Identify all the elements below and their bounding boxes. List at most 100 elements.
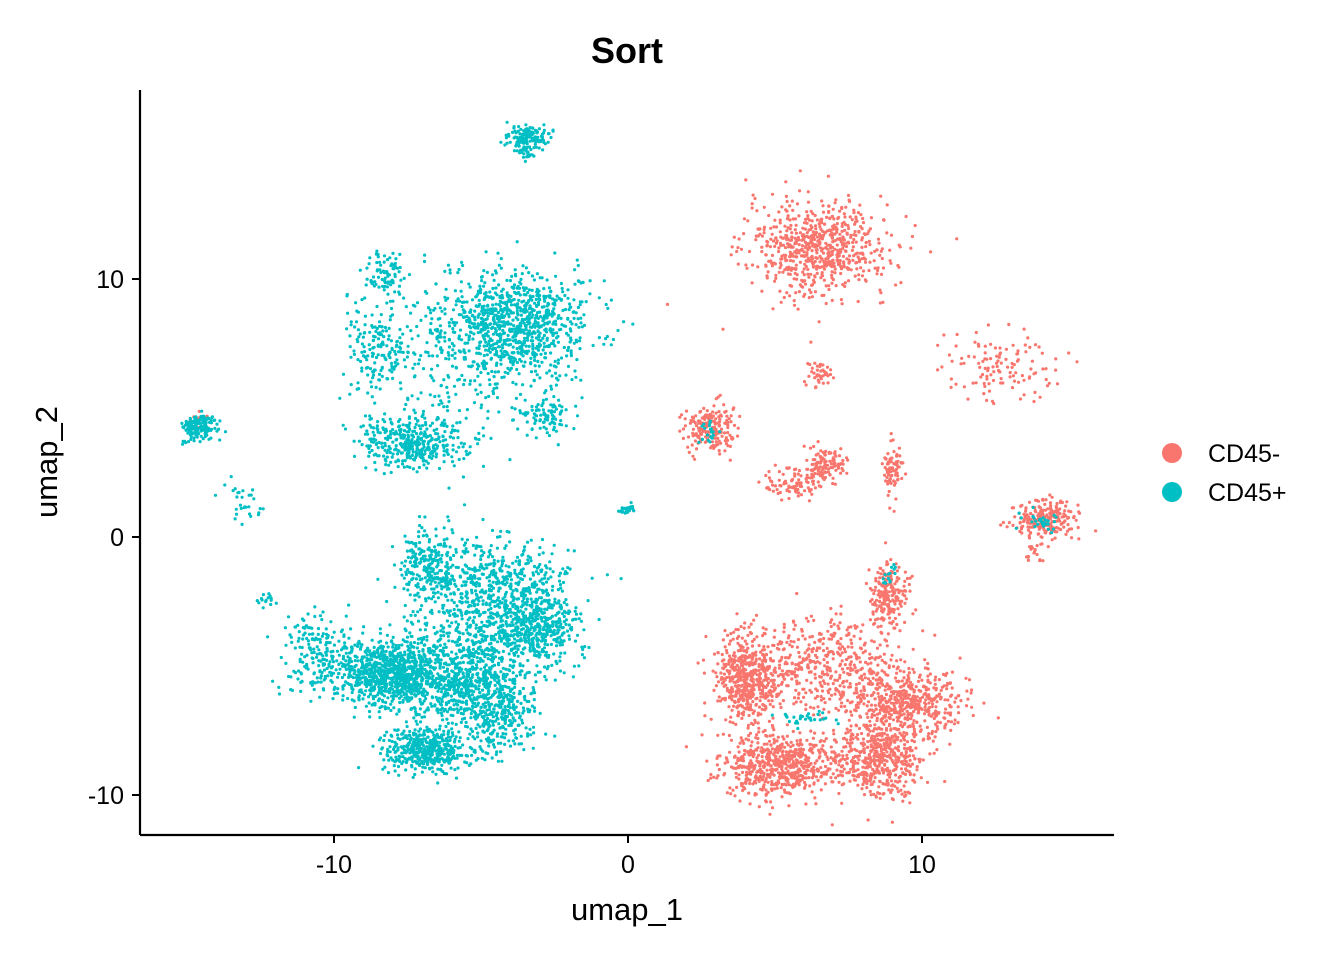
data-point bbox=[464, 449, 468, 453]
data-point bbox=[837, 780, 841, 784]
data-point bbox=[870, 712, 874, 717]
data-point bbox=[949, 694, 953, 698]
data-point bbox=[842, 685, 846, 689]
data-point bbox=[834, 688, 838, 692]
data-point bbox=[1076, 503, 1080, 507]
data-point bbox=[776, 684, 781, 688]
data-point bbox=[860, 245, 864, 249]
data-point bbox=[791, 743, 795, 747]
data-point bbox=[933, 715, 937, 719]
data-point bbox=[360, 369, 364, 373]
data-point bbox=[814, 230, 819, 235]
data-point bbox=[819, 766, 823, 770]
data-point bbox=[933, 678, 937, 682]
data-point bbox=[803, 292, 807, 296]
data-point bbox=[847, 655, 851, 660]
data-point bbox=[778, 663, 782, 667]
data-point bbox=[819, 788, 823, 792]
data-point bbox=[853, 778, 858, 782]
data-point bbox=[802, 273, 806, 277]
data-point bbox=[1076, 525, 1080, 530]
data-point bbox=[823, 701, 827, 705]
data-point bbox=[763, 659, 768, 664]
data-point bbox=[894, 497, 898, 501]
data-point bbox=[776, 491, 780, 496]
data-point bbox=[879, 291, 883, 295]
data-point bbox=[396, 465, 400, 469]
data-point bbox=[857, 259, 862, 264]
data-point bbox=[900, 713, 904, 717]
data-point bbox=[873, 603, 877, 607]
data-point bbox=[380, 277, 384, 282]
data-point bbox=[1094, 529, 1098, 533]
data-point bbox=[842, 260, 846, 264]
data-point bbox=[910, 762, 915, 766]
data-point bbox=[804, 707, 808, 712]
data-point bbox=[889, 432, 893, 436]
data-point bbox=[386, 274, 390, 278]
data-point bbox=[836, 774, 840, 778]
data-point bbox=[741, 782, 745, 786]
data-point bbox=[830, 281, 834, 285]
data-point bbox=[830, 250, 834, 254]
data-point bbox=[771, 307, 775, 311]
data-point bbox=[791, 245, 795, 249]
data-point bbox=[912, 719, 916, 723]
data-point bbox=[757, 769, 761, 773]
data-point bbox=[712, 652, 717, 656]
data-point bbox=[915, 765, 919, 769]
data-point bbox=[829, 633, 833, 637]
data-point bbox=[714, 671, 718, 675]
data-point bbox=[882, 218, 886, 222]
data-point bbox=[691, 434, 695, 438]
data-point bbox=[744, 777, 748, 782]
data-point bbox=[872, 640, 876, 644]
data-point bbox=[888, 477, 893, 481]
data-point bbox=[737, 773, 741, 777]
data-point bbox=[772, 635, 776, 639]
data-point bbox=[812, 281, 816, 285]
data-point bbox=[788, 294, 792, 298]
data-point bbox=[1036, 532, 1040, 536]
data-point bbox=[888, 616, 892, 620]
data-point bbox=[861, 782, 865, 787]
data-point bbox=[866, 818, 870, 822]
data-point bbox=[715, 763, 720, 767]
data-point bbox=[537, 127, 542, 131]
data-point bbox=[812, 618, 816, 623]
data-point bbox=[879, 677, 883, 681]
data-point bbox=[1038, 526, 1042, 530]
data-point bbox=[790, 235, 794, 239]
data-point bbox=[914, 608, 918, 612]
data-point bbox=[729, 632, 733, 636]
data-point bbox=[835, 243, 839, 247]
data-point bbox=[527, 135, 531, 139]
data-point bbox=[399, 387, 403, 391]
data-point bbox=[742, 671, 746, 675]
data-point bbox=[374, 282, 378, 287]
data-point bbox=[903, 601, 907, 605]
data-point bbox=[738, 758, 742, 762]
data-point bbox=[858, 714, 862, 718]
data-point bbox=[832, 223, 836, 227]
data-point bbox=[837, 454, 842, 458]
data-point bbox=[382, 260, 386, 264]
data-point bbox=[802, 234, 807, 238]
data-point bbox=[805, 259, 809, 263]
data-point bbox=[709, 776, 713, 780]
data-point bbox=[769, 693, 773, 697]
data-point bbox=[972, 355, 976, 359]
data-point bbox=[875, 272, 879, 276]
data-point bbox=[385, 455, 389, 459]
data-point bbox=[890, 784, 894, 788]
data-point bbox=[749, 622, 753, 626]
data-point bbox=[822, 739, 827, 743]
data-point bbox=[840, 205, 844, 210]
data-point bbox=[836, 639, 840, 644]
data-point bbox=[748, 802, 752, 806]
data-point bbox=[815, 271, 819, 275]
data-point bbox=[868, 260, 872, 264]
data-point bbox=[732, 423, 737, 427]
data-point bbox=[857, 229, 861, 233]
data-point bbox=[738, 644, 742, 648]
